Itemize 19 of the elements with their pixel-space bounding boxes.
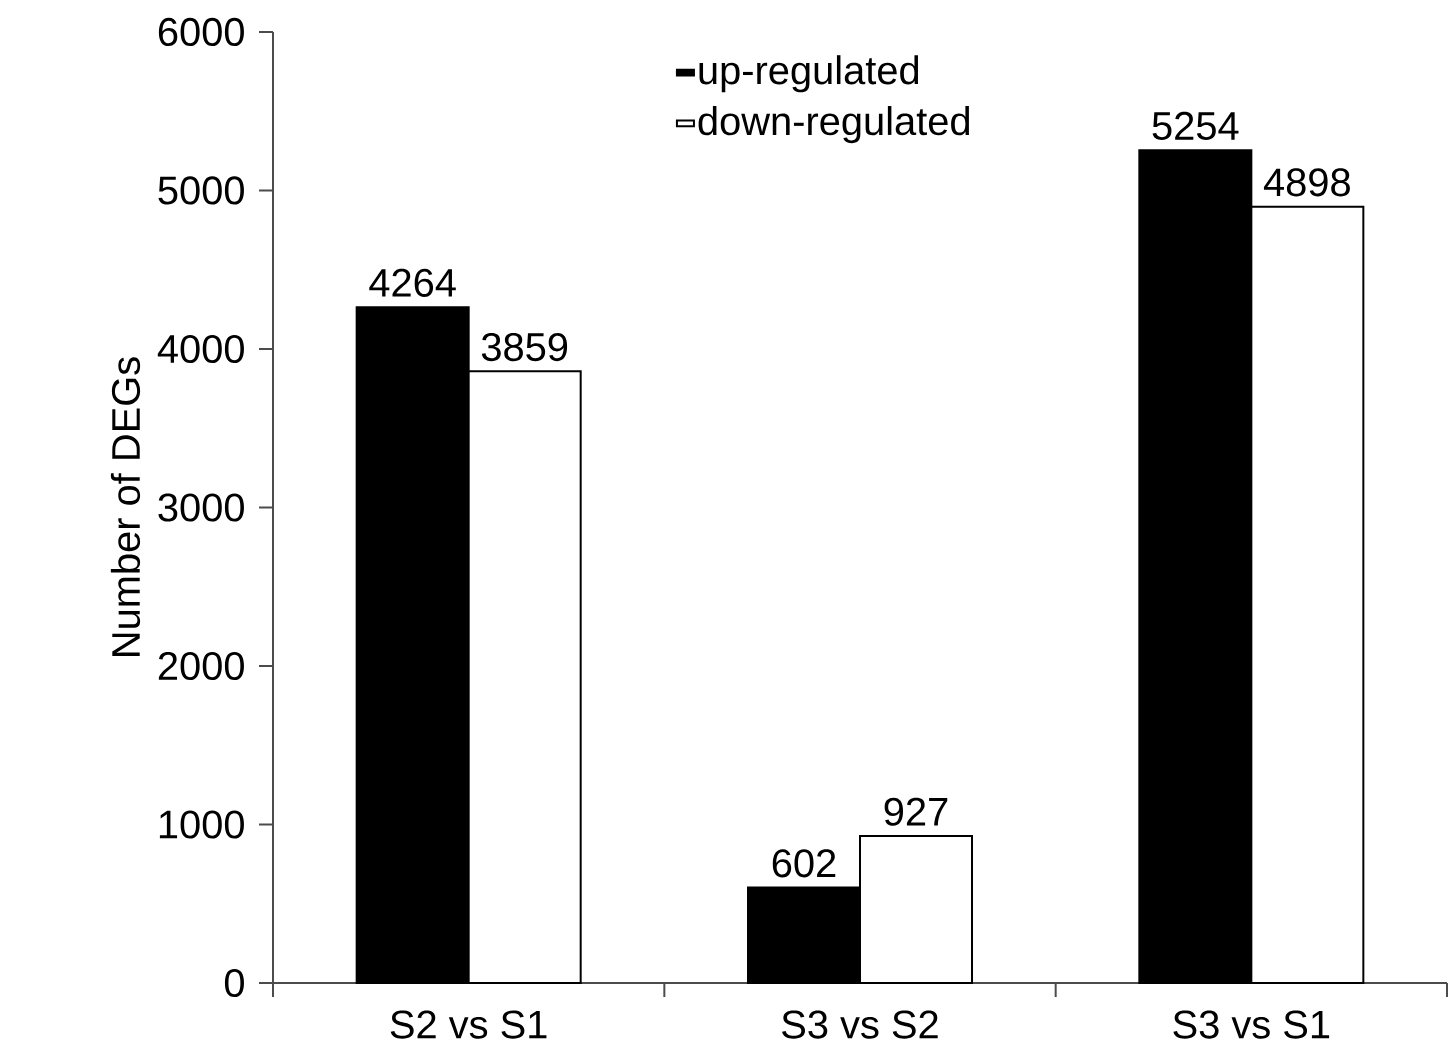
data-label: 602 [772,849,836,878]
data-label: 4898 [1263,168,1350,197]
x-tick-label: S2 vs S1 [390,1010,547,1039]
y-tick-label: 0 [224,968,244,998]
data-label: 4264 [369,268,456,297]
y-tick-label: 6000 [158,17,244,47]
x-tick-label: S3 vs S2 [782,1010,938,1039]
data-label: 927 [884,797,948,826]
y-tick-label: 2000 [158,651,244,681]
y-tick-label: 4000 [157,334,244,364]
data-label: 3859 [481,332,568,362]
y-tick-label: 3000 [158,493,244,522]
legend-label: up-regulated [699,55,919,93]
y-tick-label: 5000 [158,176,244,205]
y-tick-label: 1000 [159,810,244,839]
y-axis-title: Number of DEGs [110,357,141,656]
legend-label: down-regulated [698,106,970,144]
x-tick-label: S3 vs S1 [1173,1010,1330,1039]
data-label: 5254 [1152,111,1239,141]
